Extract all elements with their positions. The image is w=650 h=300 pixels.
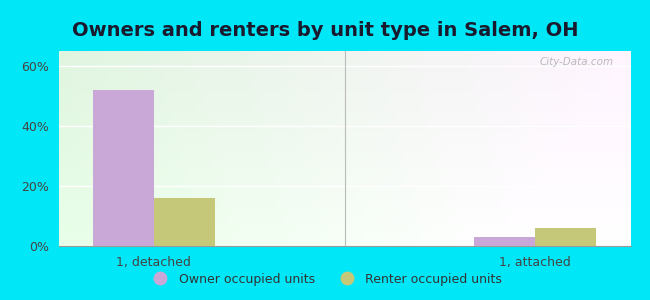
Bar <box>154 198 215 246</box>
Text: Owners and renters by unit type in Salem, OH: Owners and renters by unit type in Salem… <box>72 21 578 40</box>
Text: City-Data.com: City-Data.com <box>540 57 614 67</box>
Bar <box>93 90 154 246</box>
Legend: Owner occupied units, Renter occupied units: Owner occupied units, Renter occupied un… <box>143 268 507 291</box>
Bar <box>535 228 596 246</box>
Bar <box>474 237 535 246</box>
